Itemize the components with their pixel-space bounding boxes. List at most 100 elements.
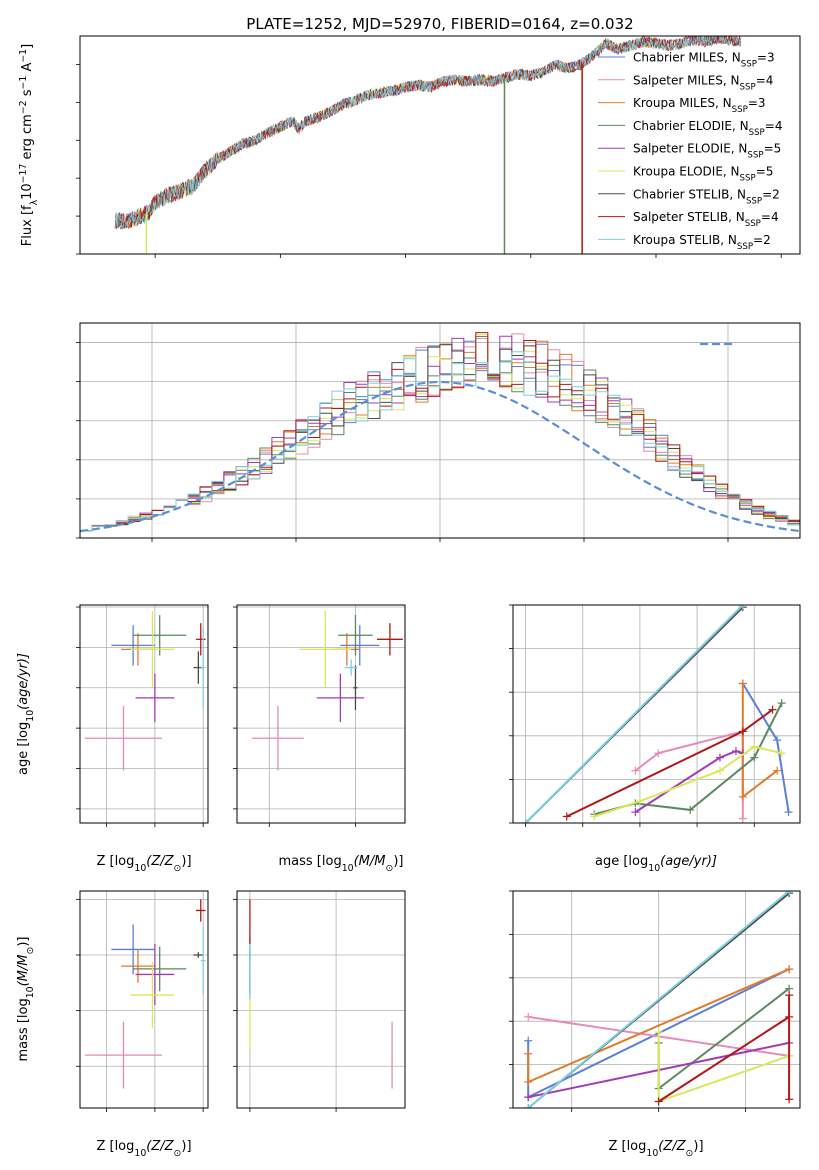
label-part: ⊙ xyxy=(174,863,182,874)
label-part: A xyxy=(20,63,35,76)
label-part: age [log xyxy=(595,854,648,869)
axes-frame xyxy=(79,604,209,824)
label-part: −1 xyxy=(18,49,29,63)
axes-age-vs-Z: Z [log10(Z/Z⊙)] age [log10(age/yr)] xyxy=(16,604,209,874)
axes-age-vs-mass: mass [log10(M/M⊙)] xyxy=(233,604,406,874)
label-part: age [log xyxy=(16,722,31,775)
legend-entry: Kroupa STELIB, NSSP=2 xyxy=(633,233,771,252)
y-axis-label: mass [log10(M/M⊙)] xyxy=(16,937,36,1062)
y-axis-label: Flux [fλ10−17 erg cm−2 s−1 A−1] xyxy=(18,44,40,246)
label-part: SSP xyxy=(740,82,756,92)
label-part: Kroupa ELODIE, N xyxy=(633,165,740,179)
label-part: )] xyxy=(181,854,191,869)
axes-spectrum: Flux [fλ10−17 erg cm−2 s−1 A−1]Chabrier … xyxy=(18,35,801,258)
label-part: Chabrier MILES, N xyxy=(633,51,741,65)
legend-entry: Chabrier ELODIE, NSSP=4 xyxy=(633,119,782,138)
figure-title: PLATE=1252, MJD=52970, FIBERID=0164, z=0… xyxy=(246,15,633,33)
axes-frame xyxy=(79,35,801,255)
label-part: =3 xyxy=(748,96,766,110)
label-part: Flux [f xyxy=(20,205,35,246)
label-part: (M/M xyxy=(354,854,386,869)
label-part: Kroupa STELIB, N xyxy=(633,233,737,247)
weight-line xyxy=(741,683,778,799)
legend-entry: Chabrier STELIB, NSSP=2 xyxy=(633,187,780,206)
plot-area-age-vs-Z xyxy=(84,611,206,771)
legend-entry: Chabrier MILES, NSSP=3 xyxy=(633,51,775,70)
x-axis-label: age [log10(age/yr)] xyxy=(595,854,717,874)
label-part: 10 xyxy=(134,863,146,874)
label-part: )] xyxy=(393,854,403,869)
histogram-step xyxy=(80,351,800,532)
label-part: =2 xyxy=(762,187,780,201)
label-part: (age/yr)] xyxy=(660,854,717,869)
label-part: SSP xyxy=(745,219,761,229)
label-part: ⊙ xyxy=(25,947,36,955)
plot-area-age-vs-mass xyxy=(252,611,403,771)
weight-line xyxy=(524,605,744,823)
x-axis-label: Z [log10(Z/Z⊙)] xyxy=(96,1139,191,1159)
axes-weight-vs-age: age [log10(age/yr)] xyxy=(509,604,801,874)
legend-entry: Kroupa ELODIE, NSSP=5 xyxy=(633,165,773,184)
label-part: λ xyxy=(29,199,40,205)
axes-mass-vs-Z: Z [log10(Z/Z⊙)]mass [log10(M/M⊙)] xyxy=(16,890,209,1159)
label-part: ] xyxy=(20,44,35,49)
label-part: =5 xyxy=(764,142,782,156)
legend-entry: Salpeter ELODIE, NSSP=5 xyxy=(633,142,781,161)
label-part: 10 xyxy=(648,863,660,874)
label-part: SSP xyxy=(741,60,757,70)
label-part: erg cm xyxy=(20,114,35,163)
histogram-step xyxy=(80,332,800,532)
plot-area-residuals xyxy=(80,332,800,533)
label-part: 10 xyxy=(646,1148,658,1159)
axes-frame xyxy=(512,604,801,824)
label-part: 10 xyxy=(25,986,36,998)
spectrum-line xyxy=(114,36,742,229)
label-part: (Z/Z xyxy=(146,854,174,869)
label-part: SSP xyxy=(740,174,756,184)
label-part: =5 xyxy=(756,165,774,179)
label-part: ⊙ xyxy=(686,1148,694,1159)
label-part: (M/M xyxy=(16,955,31,987)
label-part: 10 xyxy=(20,183,35,200)
label-part: =4 xyxy=(761,210,779,224)
label-part: (Z/Z xyxy=(146,1139,174,1154)
plot-area-spectrum xyxy=(114,36,742,254)
weight-line xyxy=(634,750,744,813)
y-axis-label: age [log10(age/yr)] xyxy=(16,653,36,775)
weight-line xyxy=(658,995,791,1103)
label-part: =2 xyxy=(753,233,771,247)
label-part: Salpeter STELIB, N xyxy=(633,210,745,224)
label-part: SSP xyxy=(737,242,753,252)
label-part: −17 xyxy=(18,164,29,184)
plot-area-mass-vs-EBV xyxy=(249,899,393,1089)
plot-area-mass-vs-Z xyxy=(84,899,206,1089)
label-part: mass [log xyxy=(16,998,31,1061)
label-part: Z [log xyxy=(96,1139,134,1154)
label-part: )] xyxy=(693,1139,703,1154)
spectrum-line xyxy=(114,36,742,229)
label-part: Kroupa MILES, N xyxy=(633,96,732,110)
x-axis-label: Z [log10(Z/Z⊙)] xyxy=(96,854,191,874)
axes-weight-vs-Z: Z [log10(Z/Z⊙)] xyxy=(509,890,801,1159)
label-part: −2 xyxy=(18,100,29,114)
legend-entry: Salpeter STELIB, NSSP=4 xyxy=(633,210,779,229)
label-part: −1 xyxy=(18,76,29,90)
weight-line xyxy=(566,708,774,818)
label-part: 10 xyxy=(134,1148,146,1159)
label-part: =3 xyxy=(757,51,775,65)
label-part: SSP xyxy=(749,128,765,138)
label-part: )] xyxy=(181,1139,191,1154)
label-part: )] xyxy=(16,937,31,947)
plot-area-weight-vs-age xyxy=(521,605,793,823)
legend-entry: Kroupa MILES, NSSP=3 xyxy=(633,96,766,115)
label-part: mass [log xyxy=(279,854,342,869)
axes-residuals xyxy=(76,322,801,542)
axes-mass-vs-EBV xyxy=(233,890,406,1112)
axes-frame xyxy=(79,890,209,1109)
weight-line xyxy=(527,891,790,1108)
label-part: =4 xyxy=(765,119,783,133)
label-part: 10 xyxy=(342,863,354,874)
label-part: s xyxy=(20,89,35,100)
